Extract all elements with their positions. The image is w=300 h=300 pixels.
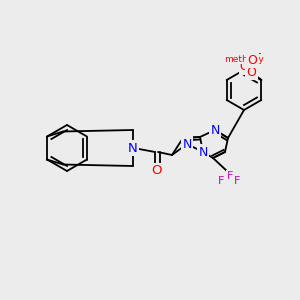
Text: N: N — [128, 142, 138, 154]
Text: O: O — [151, 164, 161, 178]
Text: F: F — [234, 176, 240, 186]
Text: methoxy: methoxy — [224, 55, 264, 64]
Text: N: N — [210, 124, 220, 136]
Text: F: F — [227, 171, 233, 181]
Text: O: O — [240, 61, 249, 74]
Text: F: F — [218, 176, 224, 186]
Text: O: O — [247, 53, 257, 67]
Text: N: N — [198, 146, 208, 158]
Text: N: N — [182, 137, 192, 151]
Text: O: O — [246, 65, 256, 79]
